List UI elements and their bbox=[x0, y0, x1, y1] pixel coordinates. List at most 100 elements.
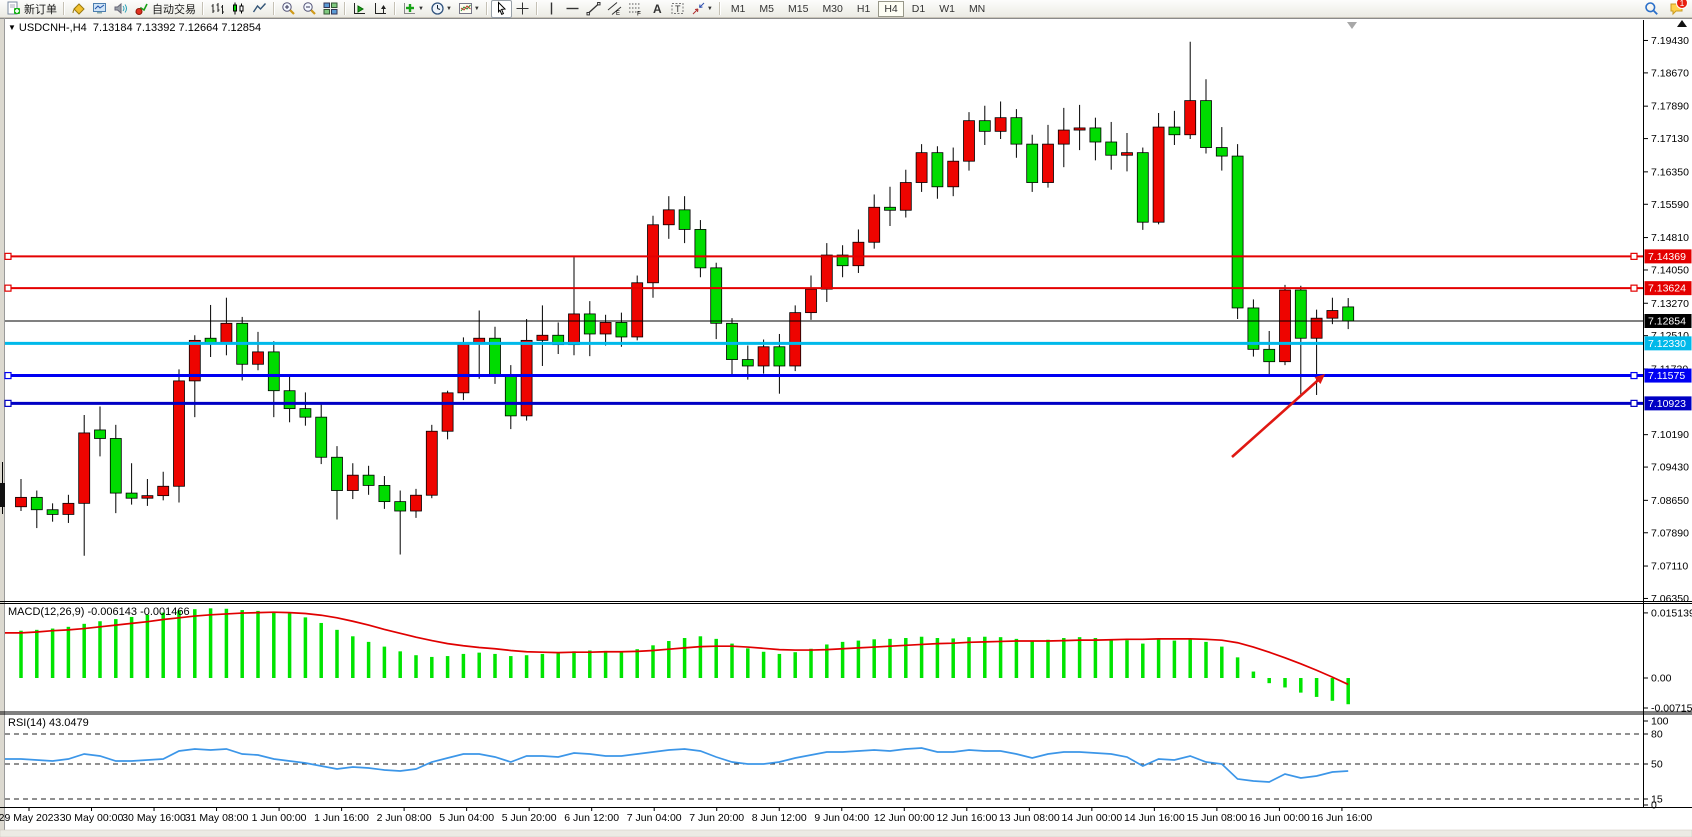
toolbar-separator bbox=[202, 2, 204, 15]
ohlc-close: 7.12854 bbox=[221, 22, 262, 34]
time-tick-label: 8 Jun 12:00 bbox=[752, 812, 807, 824]
clipped-candle-body bbox=[0, 483, 5, 507]
zoom-out-button[interactable] bbox=[299, 0, 320, 18]
chart-window-button[interactable] bbox=[89, 0, 110, 18]
vertical-line-button[interactable] bbox=[541, 0, 562, 18]
cursor-button[interactable] bbox=[490, 0, 512, 18]
trendline-button[interactable] bbox=[583, 0, 604, 18]
hline-handle-right-7.11575[interactable] bbox=[1630, 371, 1638, 380]
timeframe-h4-button[interactable]: H4 bbox=[878, 0, 904, 17]
time-tick-label: 5 Jun 20:00 bbox=[502, 812, 557, 824]
timeframe-m1-button[interactable]: M1 bbox=[730, 2, 746, 15]
monitor-icon bbox=[92, 1, 107, 16]
templates-button[interactable]: ▼ bbox=[455, 0, 483, 18]
timeframe-d1-button[interactable]: D1 bbox=[911, 2, 926, 15]
macd-signal-line bbox=[5, 611, 1349, 686]
candle-chart-button[interactable] bbox=[228, 0, 249, 18]
time-tick-label: 7 Jun 20:00 bbox=[689, 812, 744, 824]
text-label-button[interactable]: T bbox=[667, 0, 688, 18]
timeframe-w1-button[interactable]: W1 bbox=[939, 2, 955, 15]
horizontal-line-button[interactable] bbox=[562, 0, 583, 18]
search-button[interactable] bbox=[1641, 0, 1662, 18]
price-tick-label: 7.08650 bbox=[1651, 495, 1689, 507]
price-tick-label: 7.14810 bbox=[1651, 232, 1689, 244]
zoom-in-button[interactable] bbox=[278, 0, 299, 18]
tiles-icon bbox=[323, 1, 338, 16]
timeframe-m5-button[interactable]: M5 bbox=[759, 2, 774, 15]
chevron-down-icon[interactable]: ▼ bbox=[418, 5, 424, 12]
bar-chart-button[interactable] bbox=[207, 0, 228, 18]
timeframe-m30-button[interactable]: M30 bbox=[822, 2, 843, 15]
crosshair-button[interactable] bbox=[512, 0, 533, 18]
ohlc-open: 7.13184 bbox=[92, 22, 133, 34]
ind-plus-icon bbox=[402, 1, 417, 16]
trend-arrow-head[interactable] bbox=[1314, 374, 1325, 385]
alerts-button[interactable] bbox=[110, 0, 131, 18]
ohlc-low: 7.12664 bbox=[178, 22, 219, 34]
hline-handle-left-7.13624[interactable] bbox=[4, 284, 12, 292]
symbol-dropdown-icon[interactable]: ▼ bbox=[8, 23, 16, 32]
price-tick-label: 7.06350 bbox=[1651, 593, 1689, 605]
fibonacci-button[interactable]: F bbox=[625, 0, 646, 18]
trend-arrow-annotation[interactable] bbox=[1231, 377, 1322, 458]
macd-tick-label: -0.007156 bbox=[1651, 703, 1692, 715]
scroll-up-icon[interactable] bbox=[1677, 20, 1687, 27]
hline-icon bbox=[565, 1, 580, 16]
arrows-icon bbox=[691, 1, 706, 16]
hline-handle-right-7.14369[interactable] bbox=[1630, 252, 1638, 260]
rsi-tick-label: 0 bbox=[1651, 800, 1657, 812]
equidistant-channel-button[interactable]: E bbox=[604, 0, 625, 18]
chat-button[interactable]: 1 bbox=[1666, 0, 1688, 18]
new-order-button[interactable]: 新订单 bbox=[3, 0, 60, 18]
rsi-panel bbox=[5, 733, 1643, 800]
chevron-down-icon[interactable]: ▼ bbox=[473, 5, 480, 12]
new-order-label: 新订单 bbox=[24, 3, 57, 16]
price-tick-label: 7.14050 bbox=[1651, 264, 1689, 276]
line-chart-button[interactable] bbox=[249, 0, 270, 18]
tile-windows-button[interactable] bbox=[320, 0, 341, 18]
ohlc-high: 7.13392 bbox=[135, 22, 176, 34]
candlestick-chart[interactable]: 7.19430 7.18670 7.17890 7.17130 7.16350 7.155… bbox=[0, 18, 1692, 837]
hline-handle-right-7.10923[interactable] bbox=[1630, 399, 1638, 407]
timeframe-h1-button[interactable]: H1 bbox=[856, 2, 871, 15]
styler-button[interactable] bbox=[68, 0, 89, 18]
macd-panel bbox=[5, 608, 1350, 705]
indicators-button[interactable]: ▼ bbox=[399, 0, 427, 18]
rsi-indicator-label: RSI(14) 43.0479 bbox=[8, 717, 89, 729]
price-box-7.10923 bbox=[1644, 396, 1692, 411]
chart-shift-marker[interactable] bbox=[1347, 22, 1357, 29]
auto-trading-button[interactable]: 自动交易 bbox=[131, 0, 199, 18]
time-tick-label: 9 Jun 04:00 bbox=[814, 812, 869, 824]
doc-plus-icon bbox=[6, 1, 21, 16]
auto-scroll-button[interactable] bbox=[349, 0, 370, 18]
time-tick-label: 6 Jun 12:00 bbox=[564, 812, 619, 824]
toolbar-separator bbox=[63, 2, 65, 15]
chevron-down-icon[interactable]: ▼ bbox=[706, 5, 713, 12]
hline-handle-left-7.10923[interactable] bbox=[4, 399, 12, 407]
time-tick-label: 13 Jun 08:00 bbox=[999, 812, 1060, 824]
main-toolbar: 新订单 自动交易 ▼ ▼ ▼ E F A T ▼ M1 M5 M15 M30 H1 H4 D1 W1 MN 1 bbox=[0, 0, 1692, 18]
svg-text:E: E bbox=[616, 11, 620, 16]
hline-handle-right-7.13624[interactable] bbox=[1630, 284, 1638, 292]
price-tick-label: 7.17890 bbox=[1651, 101, 1689, 113]
text-button[interactable]: A bbox=[646, 0, 667, 18]
time-tick-label: 30 May 16:00 bbox=[122, 812, 186, 824]
hline-handle-left-7.11575[interactable] bbox=[4, 371, 12, 380]
timeframe-m15-button[interactable]: M15 bbox=[788, 2, 809, 15]
time-tick-label: 12 Jun 00:00 bbox=[874, 812, 935, 824]
bottom-strip bbox=[0, 829, 1692, 837]
chevron-down-icon[interactable]: ▼ bbox=[445, 5, 452, 12]
arrows-button[interactable]: ▼ bbox=[688, 0, 716, 18]
template-icon bbox=[458, 1, 473, 16]
timeframe-mn-button[interactable]: MN bbox=[968, 2, 986, 15]
time-tick-label: 16 Jun 16:00 bbox=[1312, 812, 1373, 824]
rsi-tick-label: 15 bbox=[1651, 794, 1663, 806]
auto-trading-label: 自动交易 bbox=[152, 3, 196, 16]
price-tick-label: 7.15590 bbox=[1651, 199, 1689, 211]
chart-shift-button[interactable] bbox=[370, 0, 391, 18]
channel-icon: E bbox=[607, 1, 622, 16]
periods-button[interactable]: ▼ bbox=[427, 0, 455, 18]
zigzag-icon bbox=[252, 1, 267, 16]
hline-handle-left-7.14369[interactable] bbox=[4, 252, 12, 260]
time-tick-label: 16 Jun 00:00 bbox=[1249, 812, 1310, 824]
